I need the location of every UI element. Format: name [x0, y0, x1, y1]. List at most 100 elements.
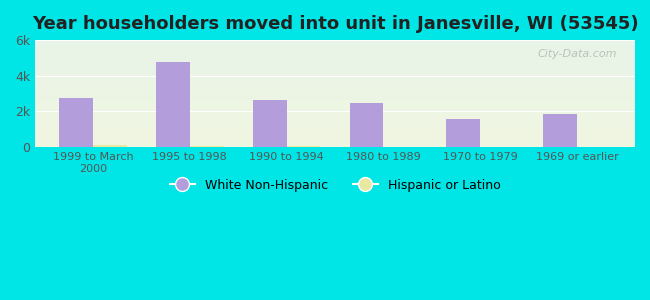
Bar [350, 103, 384, 147]
Bar [35, 72, 635, 73]
Bar [35, 133, 635, 134]
Bar [35, 122, 635, 124]
Bar [35, 84, 635, 85]
Bar [35, 58, 635, 59]
Bar [35, 50, 635, 51]
Bar [35, 131, 635, 132]
Bar [35, 93, 635, 94]
Bar [35, 94, 635, 95]
Bar [35, 46, 635, 48]
Bar [35, 82, 635, 83]
Bar [35, 111, 635, 112]
Bar [35, 145, 635, 146]
Bar [190, 146, 224, 147]
Bar [35, 129, 635, 130]
Bar [35, 44, 635, 46]
Bar [35, 60, 635, 62]
Bar [35, 41, 635, 42]
Bar [35, 144, 635, 145]
Bar [35, 115, 635, 116]
Bar [35, 66, 635, 67]
Bar [35, 126, 635, 127]
Bar [35, 119, 635, 120]
Title: Year householders moved into unit in Janesville, WI (53545): Year householders moved into unit in Jan… [32, 15, 638, 33]
Bar [35, 118, 635, 119]
Bar [543, 114, 577, 147]
Bar [35, 59, 635, 60]
Bar [35, 101, 635, 102]
Bar [35, 64, 635, 65]
Bar [35, 98, 635, 99]
Bar [35, 89, 635, 90]
Bar [35, 71, 635, 72]
Bar [35, 128, 635, 129]
Bar [93, 145, 127, 147]
Bar [35, 75, 635, 76]
Bar [35, 81, 635, 82]
Bar [253, 100, 287, 147]
Bar [35, 132, 635, 133]
Bar [35, 78, 635, 79]
Bar [35, 113, 635, 114]
Bar [35, 67, 635, 68]
Bar [35, 100, 635, 101]
Bar [35, 80, 635, 81]
Bar [35, 56, 635, 57]
Bar [35, 134, 635, 135]
Bar [35, 65, 635, 66]
Bar [35, 57, 635, 58]
Bar [35, 110, 635, 111]
Bar [35, 102, 635, 103]
Bar [35, 112, 635, 113]
Bar [35, 51, 635, 52]
Bar [35, 79, 635, 80]
Bar [35, 99, 635, 100]
Bar [35, 141, 635, 142]
Bar [35, 90, 635, 92]
Bar [35, 52, 635, 53]
Bar [59, 98, 93, 147]
Bar [35, 68, 635, 69]
Bar [35, 55, 635, 56]
Bar [35, 70, 635, 71]
Bar [35, 117, 635, 118]
Bar [35, 105, 635, 106]
Bar [35, 83, 635, 84]
Bar [35, 61, 635, 63]
Bar [35, 106, 635, 107]
Bar [35, 120, 635, 122]
Bar [35, 142, 635, 143]
Bar [35, 42, 635, 43]
Bar [35, 139, 635, 140]
Bar [447, 118, 480, 147]
Bar [35, 104, 635, 105]
Bar [35, 124, 635, 125]
Bar [35, 40, 635, 41]
Bar [35, 87, 635, 88]
Bar [35, 114, 635, 115]
Legend: White Non-Hispanic, Hispanic or Latino: White Non-Hispanic, Hispanic or Latino [164, 173, 506, 196]
Bar [35, 69, 635, 70]
Bar [156, 62, 190, 147]
Text: City-Data.com: City-Data.com [538, 49, 617, 59]
Bar [35, 103, 635, 104]
Bar [35, 54, 635, 55]
Bar [35, 109, 635, 110]
Bar [35, 107, 635, 109]
Bar [35, 74, 635, 75]
Bar [35, 63, 635, 64]
Bar [35, 85, 635, 86]
Bar [35, 95, 635, 96]
Bar [35, 43, 635, 44]
Bar [35, 48, 635, 49]
Bar [35, 140, 635, 141]
Bar [35, 125, 635, 126]
Bar [35, 137, 635, 139]
Bar [35, 127, 635, 128]
Bar [35, 76, 635, 78]
Bar [35, 88, 635, 89]
Bar [35, 130, 635, 131]
Bar [35, 49, 635, 50]
Bar [35, 73, 635, 74]
Bar [35, 116, 635, 117]
